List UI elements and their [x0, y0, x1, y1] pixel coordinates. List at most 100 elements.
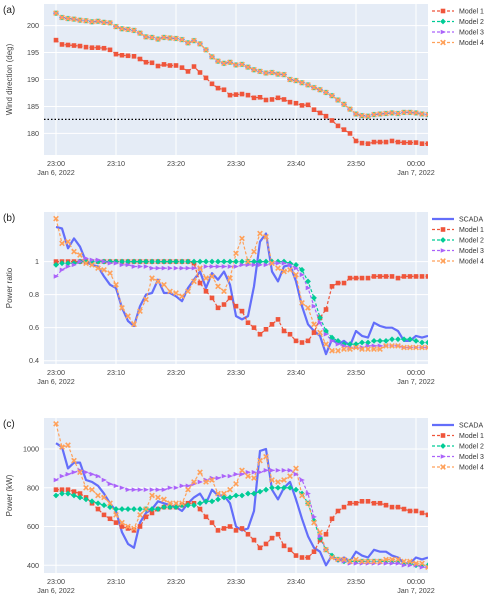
panel-a-model-1-point: [269, 97, 275, 102]
panel-b-model-1-point: [245, 320, 251, 325]
panel-b-model-4-point: [71, 248, 77, 255]
panel-b-model-3-point: [59, 267, 65, 273]
panel-b-model-3-point: [131, 264, 137, 269]
panel-b-model-2-point: [311, 295, 317, 301]
panel-c-model-4-point: [161, 496, 167, 503]
panel-b-model-4-point: [287, 266, 293, 273]
panel-c-model-4-point: [53, 420, 59, 427]
panel-a-model-1-point: [53, 37, 59, 43]
panel-b-model-4-point: [365, 346, 371, 352]
panel-b-model-3-point: [119, 262, 125, 268]
panel-c-model-2-point: [167, 504, 173, 511]
panel-b-model-4-point: [215, 283, 221, 290]
panel-c-model-3-point: [95, 473, 101, 479]
panel-b-model-1-point: [275, 317, 281, 322]
panel-a-model-1-point: [191, 64, 197, 69]
panel-b-model-1-point: [371, 274, 377, 279]
panel-b-model-4-point: [77, 252, 83, 258]
panel-c-model-4-point: [119, 519, 125, 526]
panel-c-model-3-point: [125, 487, 131, 492]
panel-c-model-4-point: [395, 556, 401, 563]
panel-c-model-2-point: [353, 558, 359, 565]
panel-c-model-3-point: [101, 477, 107, 483]
panel-a-model-1-point: [197, 70, 203, 75]
panel-c-model-1-point: [347, 500, 353, 506]
panel-c-model-3-point: [137, 487, 143, 492]
panel-a-model-4-point: [203, 46, 209, 53]
panel-c-model-4-point: [233, 481, 239, 487]
panel-c-model-4-point: [383, 556, 389, 563]
panel-b-model-4-point: [95, 265, 101, 272]
panel-a-y-tick-label: 180: [27, 129, 39, 138]
panel-b-model-2-point: [395, 336, 401, 343]
panel-c-model-2-point: [131, 506, 137, 512]
panel-a-model-1-point: [131, 54, 137, 59]
panel-c-model-4-point: [401, 558, 407, 565]
panel-b-model-3-point: [293, 265, 299, 271]
panel-c-model-4-point: [149, 492, 155, 499]
panel-b-x-tick-label: 23:10: [107, 368, 125, 377]
panel-a-y-tick-label: 190: [27, 75, 39, 84]
panel-c-model-1-point: [113, 520, 119, 525]
panel-a-model-4-point: [227, 59, 233, 66]
panel-a-model-4-point: [311, 84, 317, 91]
panel-a-model-4-point: [401, 109, 407, 116]
panel-c-model-2-point: [383, 558, 389, 565]
panel-b-model-4-point: [323, 341, 329, 348]
panel-b-model-4-point: [335, 347, 341, 354]
panel-a-model-4-point: [89, 18, 95, 25]
panel-c-model-2-point: [407, 560, 413, 567]
panel-a-model-1-point: [377, 139, 383, 145]
panel-a-x-tick-date: Jan 6, 2022: [37, 168, 75, 177]
panel-b-model-2-point: [317, 314, 323, 321]
panel-b-model-3-point: [53, 274, 59, 279]
panel-c-x-tick-label: 00:00: [407, 577, 425, 586]
panel-b-model-4-point: [377, 346, 383, 352]
panel-c-model-2-point: [263, 486, 269, 493]
panel-b-model-3-point: [221, 264, 227, 269]
panel-c-model-2-point: [59, 490, 65, 497]
panel-c-model-2-point: [269, 484, 275, 491]
panel-b-model-2-point: [407, 336, 413, 343]
panel-a-model-4-point: [167, 35, 173, 41]
panel-c-model-1-point: [143, 514, 149, 520]
panel-c-legend-model-3-label: Model 3: [459, 454, 484, 461]
panel-c-model-1-point: [293, 553, 299, 558]
panel-c-model-3-point: [89, 471, 95, 477]
panel-b-model-4-point: [65, 238, 71, 245]
panel-a-y-tick-label: 185: [27, 102, 39, 111]
panel-a-model-1-point: [389, 138, 395, 144]
panel-a-model-1-point: [167, 63, 173, 68]
panel-c-model-1-point: [353, 500, 359, 506]
panel-c-model-4-point: [317, 529, 323, 536]
panel-b-model-1-point: [341, 280, 347, 286]
panel-c-model-1-point: [101, 512, 107, 518]
panel-b-model-4-point: [317, 329, 323, 336]
panel-c-model-3-point: [83, 469, 89, 475]
panel-b-model-2-point: [359, 339, 365, 346]
panel-c-model-4-point: [323, 546, 329, 553]
panel-b-model-2-point: [371, 337, 377, 344]
panel-c-model-3-point: [317, 533, 323, 539]
panel-a-model-1-point: [323, 113, 329, 119]
panel-c-model-1-point: [251, 537, 257, 543]
panel-a-model-4-point: [53, 10, 59, 17]
panel-b-model-4-point: [275, 265, 281, 272]
panel-c-model-3-point: [71, 469, 77, 475]
panel-b-model-4-point: [173, 290, 179, 296]
panel-a-label: (a): [3, 5, 15, 16]
panel-c-model-4-point: [425, 564, 428, 571]
panel-c-model-4-point: [125, 523, 131, 530]
panel-a-model-4-point: [377, 111, 383, 117]
panel-c-model-1-point: [371, 500, 377, 506]
panel-c-model-2-point: [119, 506, 125, 512]
panel-a-y-tick-label: 195: [27, 48, 39, 57]
panel-b-x-tick-label: 23:00: [47, 368, 65, 377]
panel-c-y-tick-label: 1000: [23, 445, 39, 454]
panel-b-model-2-point: [365, 339, 371, 346]
panel-a-model-4-point: [341, 101, 347, 108]
panel-a-legend-model-1-marker: [440, 8, 446, 14]
panel-c-model-3-point: [113, 483, 119, 489]
panel-b-model-1-point: [311, 330, 317, 335]
